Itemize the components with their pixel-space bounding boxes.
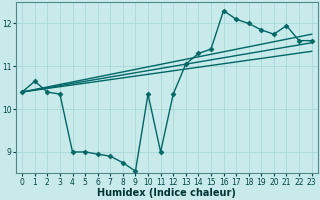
X-axis label: Humidex (Indice chaleur): Humidex (Indice chaleur) — [98, 188, 236, 198]
